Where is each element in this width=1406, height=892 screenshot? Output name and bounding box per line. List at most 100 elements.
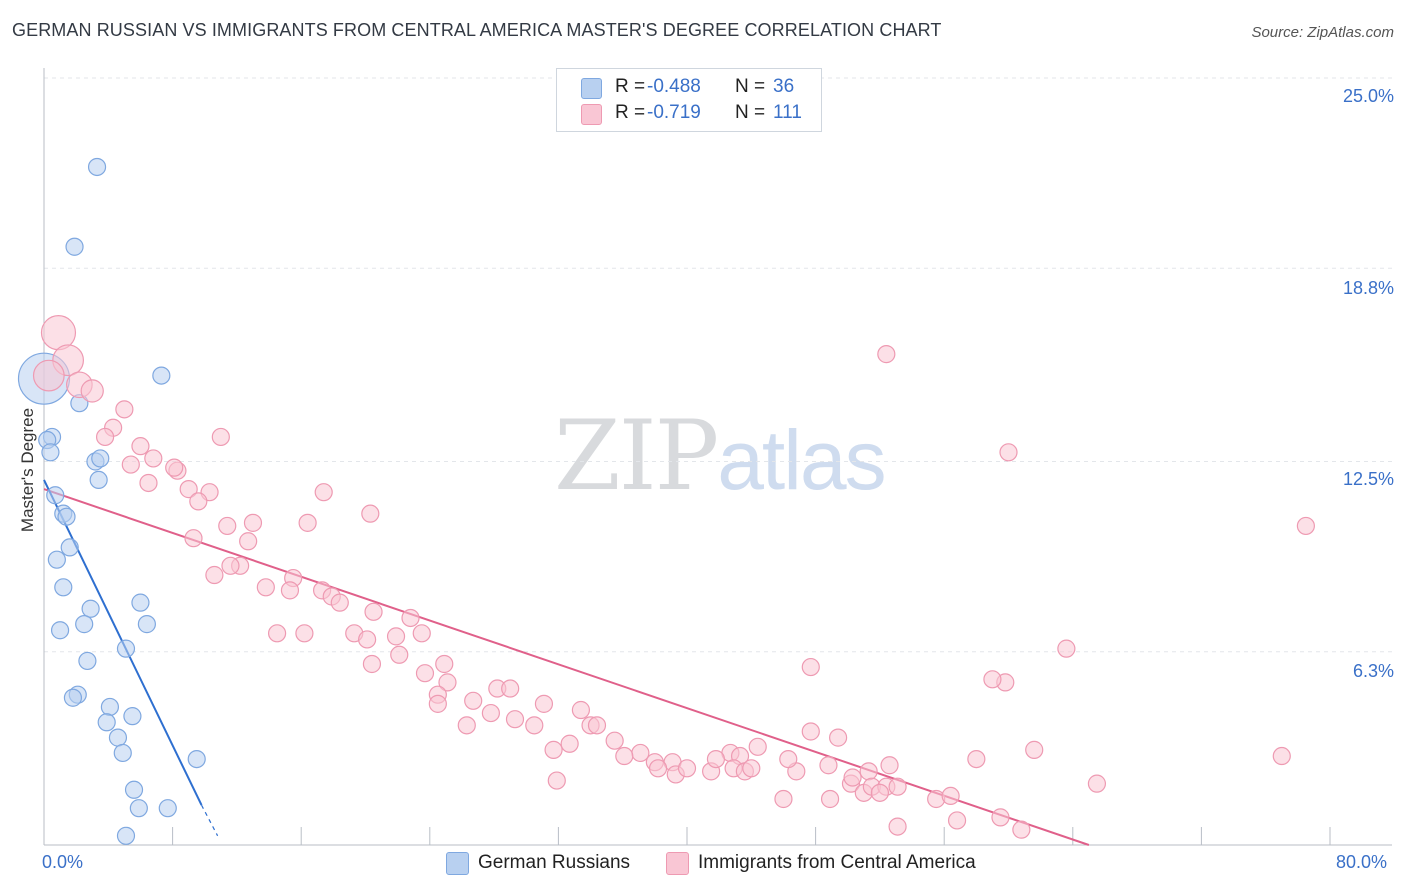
data-point-immigrants bbox=[131, 437, 150, 456]
data-point-immigrants bbox=[748, 737, 767, 756]
data-point-german-russians bbox=[41, 443, 60, 462]
data-point-immigrants bbox=[1296, 516, 1315, 536]
data-point-immigrants bbox=[386, 627, 406, 646]
legend-swatch bbox=[581, 104, 602, 125]
trend-line-immigrants bbox=[43, 488, 1090, 846]
legend-label: Immigrants from Central America bbox=[698, 852, 976, 873]
data-point-german-russians bbox=[113, 743, 132, 763]
data-point-german-russians bbox=[57, 507, 76, 526]
data-point-immigrants bbox=[648, 759, 668, 778]
y-tick-label: 25.0% bbox=[1342, 86, 1394, 106]
data-point-immigrants bbox=[801, 657, 820, 677]
watermark-atlas: atlas bbox=[717, 413, 886, 507]
data-point-immigrants bbox=[967, 749, 986, 769]
n-label: N = bbox=[735, 102, 766, 123]
data-point-immigrants bbox=[358, 630, 377, 649]
data-point-immigrants bbox=[330, 593, 349, 612]
legend-swatch bbox=[446, 852, 469, 875]
data-point-immigrants bbox=[1272, 746, 1291, 766]
data-point-immigrants bbox=[525, 716, 544, 735]
n-label: N = bbox=[735, 76, 766, 97]
data-point-immigrants bbox=[464, 691, 483, 710]
data-point-immigrants bbox=[457, 716, 476, 735]
r-label: R = bbox=[615, 102, 646, 123]
data-point-immigrants bbox=[179, 480, 198, 499]
data-point-immigrants bbox=[401, 608, 420, 628]
data-point-german-russians bbox=[63, 688, 83, 707]
data-point-immigrants bbox=[1025, 740, 1044, 759]
data-point-german-russians bbox=[97, 713, 116, 732]
data-point-immigrants bbox=[32, 359, 65, 392]
data-point-german-russians bbox=[81, 599, 100, 618]
data-point-german-russians bbox=[152, 366, 171, 385]
data-point-immigrants bbox=[1087, 774, 1107, 793]
data-point-immigrants bbox=[298, 513, 317, 532]
data-point-immigrants bbox=[877, 345, 896, 364]
series-immigrants-central-america bbox=[32, 315, 1315, 839]
data-point-immigrants bbox=[631, 743, 650, 763]
r-value: -0.719 bbox=[647, 102, 701, 123]
data-point-german-russians bbox=[187, 749, 206, 769]
data-point-immigrants bbox=[571, 700, 591, 720]
data-point-immigrants bbox=[677, 759, 697, 778]
data-point-immigrants bbox=[362, 654, 382, 674]
data-point-immigrants bbox=[983, 670, 1002, 689]
data-point-german-russians bbox=[129, 799, 148, 818]
data-point-german-russians bbox=[60, 538, 79, 557]
data-point-german-russians bbox=[116, 639, 136, 658]
data-point-immigrants bbox=[435, 654, 454, 674]
data-point-immigrants bbox=[205, 565, 224, 585]
data-point-immigrants bbox=[280, 581, 300, 600]
legend-label: German Russians bbox=[478, 852, 631, 873]
data-point-immigrants bbox=[544, 740, 563, 759]
data-point-immigrants bbox=[605, 731, 624, 750]
data-point-immigrants bbox=[211, 427, 230, 447]
data-point-german-russians bbox=[47, 550, 66, 569]
data-point-german-russians bbox=[91, 449, 110, 468]
data-point-immigrants bbox=[1057, 639, 1076, 658]
data-point-immigrants bbox=[243, 513, 263, 532]
data-point-immigrants bbox=[390, 645, 409, 664]
data-point-immigrants bbox=[415, 664, 435, 683]
data-point-immigrants bbox=[829, 728, 848, 747]
data-point-german-russians bbox=[131, 593, 150, 612]
x-tick-label: 80.0% bbox=[1336, 852, 1388, 872]
trend-line-extension bbox=[201, 804, 219, 837]
data-point-german-russians bbox=[78, 651, 97, 671]
data-point-immigrants bbox=[947, 811, 967, 830]
data-point-german-russians bbox=[123, 707, 142, 726]
data-point-immigrants bbox=[615, 746, 634, 766]
data-point-immigrants bbox=[501, 679, 520, 698]
data-point-immigrants bbox=[534, 694, 554, 713]
data-point-immigrants bbox=[144, 449, 163, 468]
data-point-german-russians bbox=[46, 486, 65, 505]
y-tick-label: 12.5% bbox=[1342, 469, 1394, 489]
data-point-german-russians bbox=[54, 578, 73, 597]
data-point-immigrants bbox=[361, 504, 380, 523]
data-point-immigrants bbox=[256, 578, 275, 597]
data-point-immigrants bbox=[364, 602, 383, 621]
data-point-immigrants bbox=[80, 379, 104, 403]
data-point-immigrants bbox=[438, 673, 457, 692]
watermark-zip: ZIP bbox=[554, 400, 719, 512]
data-point-immigrants bbox=[706, 749, 726, 769]
data-point-german-russians bbox=[87, 157, 107, 177]
data-point-immigrants bbox=[428, 694, 447, 713]
data-point-german-russians bbox=[137, 615, 156, 634]
data-point-immigrants bbox=[314, 483, 333, 502]
data-point-immigrants bbox=[888, 777, 907, 796]
data-point-immigrants bbox=[139, 473, 158, 493]
data-point-immigrants bbox=[221, 556, 240, 575]
data-point-immigrants bbox=[774, 789, 793, 809]
data-point-immigrants bbox=[819, 756, 838, 775]
data-point-german-russians bbox=[50, 621, 70, 640]
y-axis-label: Master's Degree bbox=[18, 407, 37, 533]
data-point-immigrants bbox=[481, 703, 500, 723]
data-point-immigrants bbox=[843, 768, 862, 787]
n-value: 36 bbox=[773, 76, 795, 97]
r-label: R = bbox=[615, 76, 646, 97]
data-point-immigrants bbox=[1012, 820, 1031, 839]
chart-title: GERMAN RUSSIAN VS IMMIGRANTS FROM CENTRA… bbox=[12, 20, 942, 40]
data-point-immigrants bbox=[267, 624, 287, 643]
